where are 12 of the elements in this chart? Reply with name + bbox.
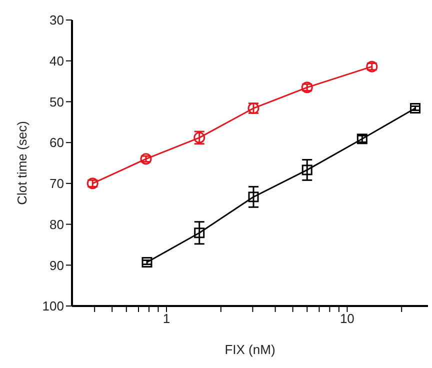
y-tick-label: 90 <box>50 258 64 273</box>
y-tick-label: 30 <box>50 12 64 28</box>
y-tick-label: 80 <box>50 216 64 232</box>
y-tick-label: 40 <box>50 53 64 68</box>
x-tick-label: 10 <box>340 311 354 326</box>
x-axis-title: FIX (nM) <box>224 342 276 357</box>
y-tick-label: 70 <box>50 176 64 192</box>
x-tick-label: 1 <box>162 311 170 326</box>
y-tick-label: 60 <box>50 135 64 150</box>
y-tick-label: 50 <box>50 94 64 110</box>
y-tick-label: 100 <box>42 298 64 314</box>
y-axis-title: Clot time (sec) <box>14 121 30 205</box>
